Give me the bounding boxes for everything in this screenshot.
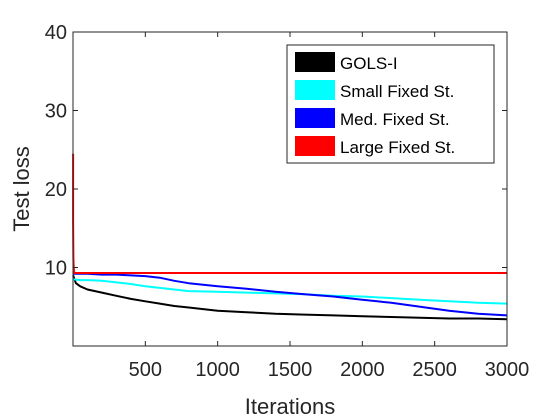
y-tick-label: 20 bbox=[45, 179, 67, 201]
y-tick-label: 10 bbox=[45, 258, 67, 280]
x-tick-label: 1000 bbox=[195, 359, 240, 381]
x-tick-label: 500 bbox=[129, 359, 162, 381]
y-tick-label: 40 bbox=[45, 22, 67, 44]
legend-label: Med. Fixed St. bbox=[340, 110, 450, 129]
x-axis-title: Iterations bbox=[245, 394, 336, 419]
legend-swatch bbox=[295, 108, 335, 128]
x-tick-label: 3000 bbox=[485, 359, 530, 381]
x-tick-label: 2500 bbox=[412, 359, 457, 381]
ticks: 500 1000 1500 2000 2500 3000 10 20 30 40 bbox=[45, 22, 530, 381]
legend-label: Small Fixed St. bbox=[340, 82, 454, 101]
x-tick-label: 1500 bbox=[268, 359, 313, 381]
x-tick-label: 2000 bbox=[340, 359, 385, 381]
y-axis-title: Test loss bbox=[9, 146, 34, 232]
series-line-gols-i bbox=[72, 275, 508, 321]
legend-swatch bbox=[295, 136, 335, 156]
legend-label: Large Fixed St. bbox=[340, 138, 455, 157]
series-line-med-fixed-st bbox=[73, 272, 508, 317]
legend-swatch bbox=[295, 52, 335, 72]
series-line-small-fixed-st bbox=[72, 278, 508, 305]
legend: GOLS-I Small Fixed St. Med. Fixed St. Large… bbox=[286, 44, 495, 164]
legend-swatch bbox=[295, 80, 335, 100]
legend-label: GOLS-I bbox=[340, 54, 398, 73]
y-tick-label: 30 bbox=[45, 101, 67, 123]
